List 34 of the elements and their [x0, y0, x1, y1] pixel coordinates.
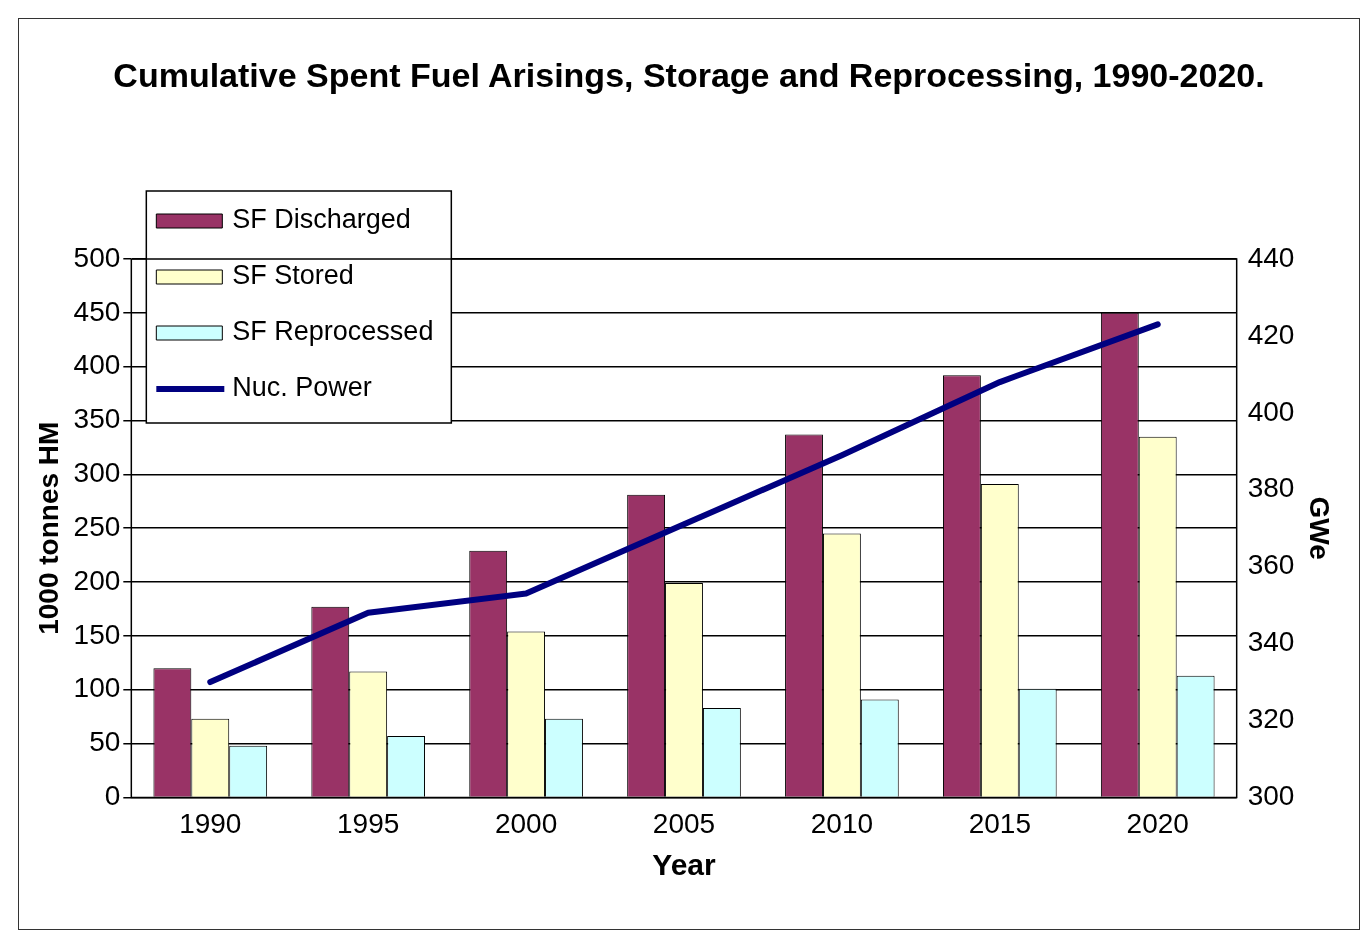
- legend-label: SF Reprocessed: [232, 316, 434, 347]
- y-tick-label: 200: [73, 564, 121, 596]
- x-tick-label: 2005: [652, 807, 716, 839]
- legend-label: Nuc. Power: [232, 372, 372, 403]
- y2-tick-label: 420: [1247, 318, 1295, 350]
- y2-tick-label: 300: [1247, 780, 1295, 812]
- legend-label: SF Discharged: [232, 204, 411, 235]
- y2-axis-title: GWe: [1304, 496, 1336, 560]
- y2-tick-label: 360: [1247, 549, 1295, 581]
- x-tick-label: 2020: [1126, 807, 1189, 839]
- y2-tick-label: 320: [1247, 703, 1295, 735]
- y-tick-label: 0: [104, 780, 121, 812]
- y-tick-label: 400: [73, 349, 121, 381]
- y-tick-label: 450: [73, 295, 121, 327]
- x-tick-label: 2015: [968, 807, 1031, 839]
- x-tick-label: 2010: [810, 807, 874, 839]
- legend-label: SF Stored: [232, 260, 354, 291]
- x-tick-label: 2000: [494, 807, 558, 839]
- chart-title: Cumulative Spent Fuel Arisings, Storage and Reprocessing, 1990-2020.: [112, 55, 1266, 96]
- y2-tick-label: 440: [1247, 241, 1295, 273]
- y-tick-label: 350: [73, 403, 121, 435]
- y-tick-label: 300: [73, 457, 121, 489]
- y-tick-label: 250: [73, 510, 121, 542]
- y-tick-label: 500: [73, 241, 121, 273]
- y-tick-label: 100: [73, 672, 121, 704]
- x-tick-label: 1990: [179, 807, 242, 839]
- x-axis-title: Year: [652, 848, 717, 882]
- y2-tick-label: 380: [1247, 472, 1295, 504]
- y-tick-label: 150: [73, 618, 121, 650]
- y-axis-title: 1000 tonnes HM: [32, 421, 64, 635]
- y-tick-label: 50: [89, 726, 121, 758]
- x-tick-label: 1995: [337, 807, 400, 839]
- y2-tick-label: 400: [1247, 395, 1295, 427]
- y2-tick-label: 340: [1247, 626, 1295, 658]
